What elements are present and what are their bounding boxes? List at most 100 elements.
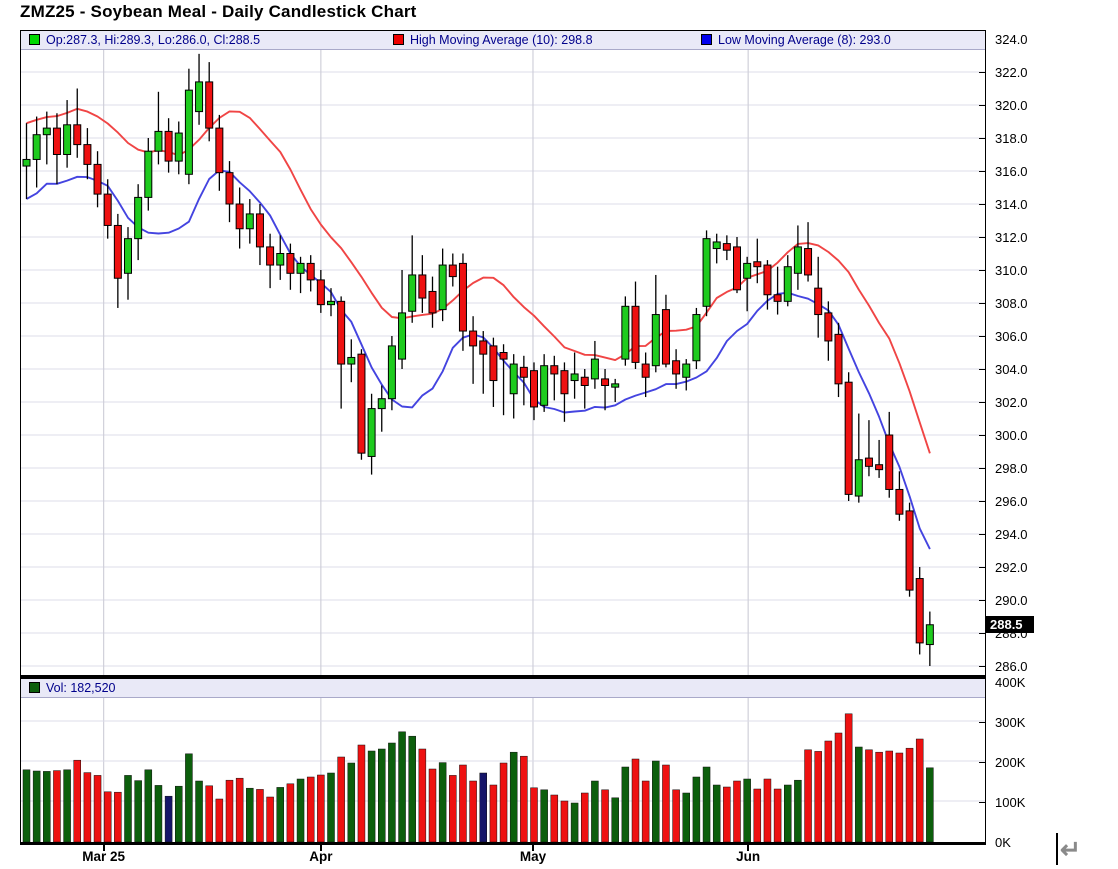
- candle-67: [702, 230, 711, 317]
- price-tick: [979, 336, 986, 337]
- candle-36: [387, 336, 396, 411]
- legend-item-volume: Vol: 182,520: [29, 679, 116, 696]
- volume-bar-12: [144, 769, 153, 842]
- price-tick-label: 286.0: [995, 658, 1028, 674]
- volume-bar-26: [286, 783, 295, 842]
- date-tick-label: Apr: [309, 849, 333, 864]
- volume-tick: [979, 842, 986, 843]
- candle-75: [783, 255, 792, 307]
- candle-76: [793, 225, 802, 290]
- candle-8: [103, 179, 112, 239]
- candle-48: [509, 354, 518, 419]
- candle-44: [469, 316, 478, 384]
- candle-2: [42, 111, 51, 165]
- volume-bar-33: [357, 744, 366, 842]
- low-ma-swatch-icon: [701, 34, 712, 45]
- ohlc-legend-label: Op:287.3, Hi:289.3, Lo:286.0, Cl:288.5: [46, 32, 261, 47]
- candle-17: [195, 53, 204, 125]
- price-tick: [979, 72, 986, 73]
- volume-bar-11: [134, 780, 142, 842]
- candle-50: [530, 362, 538, 421]
- candle-49: [519, 355, 528, 406]
- candle-22: [245, 199, 254, 244]
- volume-bar-17: [195, 780, 203, 842]
- price-tick-label: 298.0: [995, 460, 1028, 476]
- volume-bar-2: [43, 771, 51, 842]
- volume-bar-38: [408, 735, 416, 842]
- candle-20: [225, 161, 234, 223]
- candle-70: [733, 237, 741, 294]
- candle-15: [174, 121, 183, 175]
- price-tick: [979, 204, 986, 205]
- price-tick: [979, 270, 986, 271]
- candle-52: [550, 355, 559, 401]
- volume-bar-34: [367, 750, 376, 842]
- candle-33: [357, 349, 366, 460]
- candle-32: [347, 339, 356, 383]
- candlestick-chart: [21, 31, 985, 676]
- volume-tick-label: 200K: [995, 755, 1026, 770]
- candle-87: [905, 502, 914, 597]
- candle-47: [499, 344, 508, 416]
- candle-59: [621, 296, 630, 366]
- volume-bar-74: [773, 788, 782, 842]
- volume-bar-9: [114, 791, 122, 842]
- volume-bar-49: [520, 755, 528, 842]
- candle-82: [854, 413, 863, 503]
- volume-bar-72: [753, 788, 762, 842]
- candle-7: [93, 151, 102, 208]
- date-tick: [319, 845, 322, 851]
- candle-45: [479, 331, 488, 394]
- volume-bar-41: [438, 762, 447, 842]
- date-tick-label: Jun: [736, 849, 761, 864]
- candle-60: [631, 281, 640, 369]
- candle-9: [113, 213, 122, 308]
- price-tick-label: 316.0: [995, 163, 1028, 179]
- candle-88: [915, 567, 924, 655]
- volume-chart: [21, 679, 985, 842]
- volume-bar-47: [499, 762, 508, 842]
- volume-bar-54: [570, 802, 579, 842]
- candle-31: [337, 296, 346, 409]
- candle-5: [73, 88, 82, 158]
- volume-bar-76: [794, 779, 802, 842]
- volume-bar-89: [926, 767, 934, 842]
- volume-bar-27: [296, 778, 305, 842]
- candle-43: [458, 253, 467, 351]
- volume-bar-37: [398, 731, 406, 842]
- high-ma-legend-label: High Moving Average (10): 298.8: [410, 32, 593, 47]
- volume-bar-55: [581, 792, 589, 842]
- candle-19: [215, 114, 224, 191]
- candle-1: [32, 116, 41, 188]
- volume-bar-22: [246, 787, 254, 842]
- candle-72: [753, 238, 762, 284]
- volume-bar-83: [865, 749, 873, 842]
- volume-tick-label: 400K: [995, 675, 1026, 690]
- volume-swatch-icon: [29, 682, 40, 693]
- volume-tick-label: 0K: [995, 835, 1011, 850]
- price-tick: [979, 138, 986, 139]
- volume-bar-87: [905, 747, 914, 842]
- price-tick-label: 294.0: [995, 526, 1028, 542]
- volume-bar-4: [63, 769, 71, 842]
- volume-bar-59: [621, 766, 630, 842]
- candle-14: [164, 118, 173, 173]
- volume-bar-51: [540, 789, 548, 842]
- volume-bar-64: [672, 789, 680, 842]
- volume-bar-0: [22, 769, 31, 842]
- return-arrow-icon: ↵: [1060, 836, 1081, 864]
- volume-bar-7: [93, 775, 102, 842]
- volume-panel: Vol: 182,520: [20, 679, 986, 845]
- volume-bar-75: [784, 784, 792, 842]
- panel-separator: [20, 675, 986, 679]
- volume-bar-53: [560, 800, 569, 842]
- low-ma-legend-label: Low Moving Average (8): 293.0: [718, 32, 891, 47]
- volume-bar-19: [215, 798, 224, 842]
- text-cursor: [1056, 833, 1058, 865]
- volume-bar-46: [489, 784, 498, 842]
- candle-63: [661, 294, 670, 368]
- volume-bar-8: [103, 791, 112, 842]
- price-tick: [979, 666, 986, 667]
- volume-tick: [979, 802, 986, 803]
